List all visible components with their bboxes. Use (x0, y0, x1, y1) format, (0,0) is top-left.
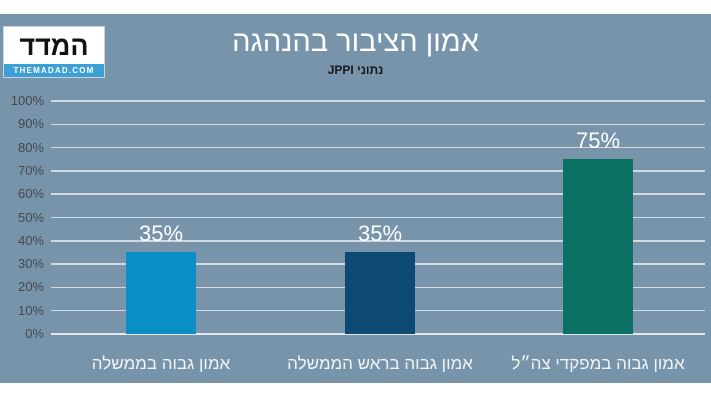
bar-value-label: 35% (357, 221, 403, 247)
gridline (51, 146, 705, 149)
y-axis-tick-label: 0% (25, 326, 44, 341)
y-axis-tick-label: 90% (17, 116, 44, 132)
gridline (51, 193, 705, 195)
logo-site-url: THEMADAD.COM (4, 64, 104, 77)
bar-2 (563, 159, 633, 334)
y-axis-tick-label: 80% (17, 139, 44, 155)
category-label: אמון גבוה בממשלה (91, 354, 231, 373)
gridline (51, 100, 705, 102)
gridline (51, 170, 705, 172)
x-axis-line (51, 333, 705, 336)
bar-value-label: 75% (575, 128, 621, 154)
y-axis-tick-label: 100% (10, 93, 44, 108)
y-axis-tick-label: 60% (17, 186, 44, 202)
y-axis-tick-label: 70% (17, 162, 44, 178)
chart-canvas: המדד THEMADAD.COM אמון הציבור בהנהגה נתו… (0, 14, 711, 383)
gridline (51, 240, 705, 242)
bar-0 (126, 252, 196, 334)
category-label: אמון גבוה בראש הממשלה (287, 354, 473, 373)
logo-wordmark: המדד (19, 31, 89, 61)
themadad-logo: המדד THEMADAD.COM (4, 27, 104, 77)
y-axis-tick-label: 20% (17, 279, 44, 295)
gridline (51, 123, 705, 126)
y-axis-tick-label: 10% (17, 302, 44, 318)
y-axis-tick-label: 40% (17, 232, 44, 248)
chart-subtitle: נתוני JPPI (327, 63, 384, 77)
bar-1 (345, 252, 415, 334)
plot-area: 0% 10% 20% 30% 40% 50% 60% 70% 80% 90% 100% 35% אמון… (0, 14, 711, 383)
gridline (51, 216, 705, 219)
chart-title: אמון הציבור בהנהגה (232, 26, 479, 58)
category-label: אמון גבוה במפקדי צה״ל (511, 354, 685, 373)
y-axis-tick-label: 30% (17, 256, 44, 272)
y-axis-tick-label: 50% (17, 209, 44, 225)
bar-value-label: 35% (138, 221, 184, 247)
